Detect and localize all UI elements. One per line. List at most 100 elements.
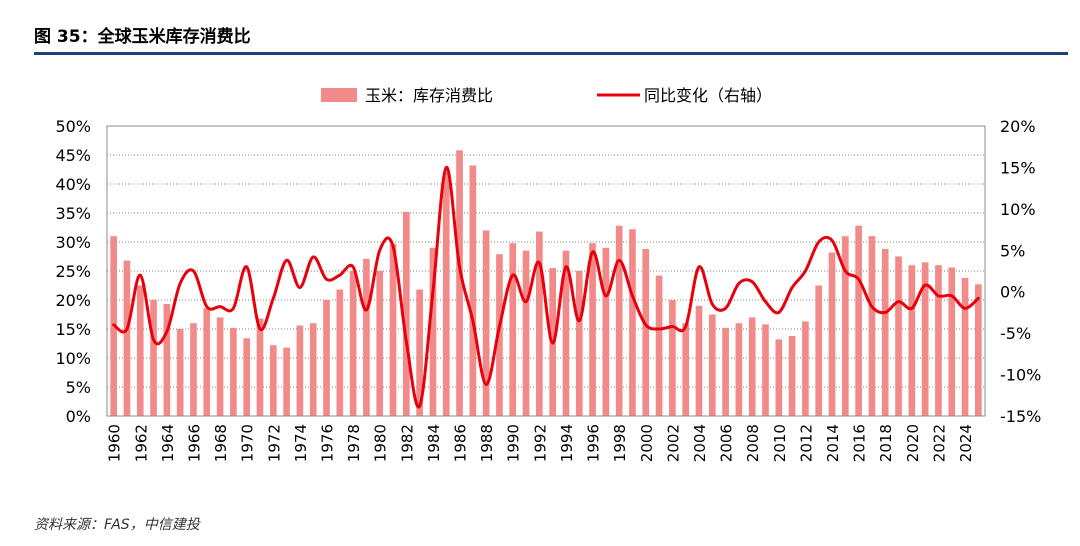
x-axis-tick-label: 2018	[877, 424, 895, 462]
x-axis-tick-label: 1976	[319, 424, 337, 462]
plot-frame	[106, 125, 986, 417]
bar-2004	[695, 305, 703, 416]
bar-1965	[176, 329, 184, 416]
bar-2020	[908, 265, 916, 416]
right-axis-tick-label: -15%	[1000, 407, 1041, 426]
left-axis-tick-label: 0%	[66, 407, 91, 426]
bar-1971	[256, 318, 264, 416]
legend: 玉米：库存消费比 同比变化（右轴）	[321, 86, 772, 105]
bar-1990	[509, 243, 517, 416]
x-axis-tick-label: 2020	[904, 424, 922, 462]
x-axis-tick-label: 2016	[851, 424, 869, 462]
bar-2007	[735, 323, 743, 416]
title-rule	[34, 52, 1068, 55]
bar-1982	[402, 211, 410, 416]
bar-2021	[921, 262, 929, 416]
x-axis-tick-label: 1978	[345, 424, 363, 462]
bar-2019	[895, 256, 902, 416]
bar-2009	[762, 324, 769, 416]
bar-2003	[682, 323, 690, 416]
legend-label-bar: 玉米：库存消费比	[365, 86, 493, 105]
bar-1986	[456, 150, 463, 417]
bar-1973	[283, 347, 290, 416]
legend-label-line: 同比变化（右轴）	[644, 86, 772, 105]
bar-1969	[230, 327, 237, 416]
line-series	[112, 165, 980, 409]
left-axis-tick-label: 45%	[55, 146, 91, 165]
bar-1991	[522, 250, 530, 416]
bar-1976	[323, 300, 330, 416]
left-axis-tick-label: 40%	[55, 175, 91, 194]
bar-1979	[363, 258, 370, 416]
right-axis-tick-label: -5%	[1000, 324, 1031, 343]
bar-1974	[296, 325, 304, 416]
right-axis-tick-label: 10%	[1000, 200, 1036, 219]
bar-1981	[389, 243, 397, 416]
bar-1994	[562, 250, 570, 416]
bar-1970	[243, 338, 251, 416]
x-axis-tick-label: 1970	[239, 424, 257, 462]
x-axis-tick-label: 1990	[505, 424, 523, 462]
x-axis-tick-label: 1988	[478, 424, 496, 462]
bar-2005	[708, 314, 716, 416]
bar-1961	[123, 260, 131, 416]
bar-2006	[722, 327, 729, 416]
x-axis-tick-label: 2022	[930, 424, 948, 462]
x-axis-tick-label: 1998	[611, 424, 629, 462]
right-axis-tick-label: 0%	[1000, 283, 1025, 302]
yoy-change-line	[112, 165, 980, 409]
x-axis-tick-label: 2012	[797, 424, 815, 462]
x-axis-tick-label: 1968	[212, 424, 230, 462]
left-axis-tick-label: 5%	[66, 378, 91, 397]
left-axis-tick-label: 35%	[55, 204, 91, 223]
bar-1967	[203, 308, 211, 416]
bar-1992	[536, 231, 543, 416]
right-axis-tick-label: 20%	[1000, 117, 1036, 136]
bar-1988	[482, 230, 490, 416]
x-axis-tick-label: 1960	[106, 424, 124, 462]
bar-1998	[615, 225, 623, 416]
figure-title: 图 35：全球玉米库存消费比	[34, 27, 251, 47]
bar-2001	[655, 275, 663, 416]
x-axis-tick-label: 1984	[425, 424, 443, 462]
bar-2014	[828, 252, 836, 416]
bar-2023	[948, 267, 956, 416]
left-axis-tick-label: 15%	[55, 320, 91, 339]
bar-1978	[349, 271, 357, 416]
left-axis-tick-label: 30%	[55, 233, 91, 252]
right-axis-tick-label: 5%	[1000, 241, 1025, 260]
x-axis-tick-label: 2002	[664, 424, 682, 462]
x-axis-tick-label: 1986	[452, 424, 470, 462]
legend-swatch-bar	[321, 88, 357, 102]
bar-1980	[376, 271, 384, 416]
bar-1972	[269, 345, 277, 416]
bar-1963	[150, 300, 157, 416]
bar-1996	[589, 243, 596, 416]
left-axis-tick-label: 10%	[55, 349, 91, 368]
bar-2013	[815, 285, 823, 416]
bar-2012	[802, 321, 809, 416]
x-axis-tick-label: 1992	[531, 424, 549, 462]
x-axis-tick-label: 1964	[159, 424, 177, 462]
bar-2016	[855, 225, 862, 416]
left-axis-tick-label: 25%	[55, 262, 91, 281]
left-axis-tick-label: 20%	[55, 291, 91, 310]
bar-1962	[136, 285, 144, 416]
bar-1984	[429, 247, 437, 416]
grid-layer	[107, 154, 985, 388]
bar-1966	[190, 323, 197, 416]
bar-1997	[602, 247, 610, 416]
x-axis-tick-label: 1996	[585, 424, 603, 462]
left-axis-tick-label: 50%	[55, 117, 91, 136]
bar-1968	[216, 317, 224, 416]
bar-2010	[775, 339, 783, 416]
bar-2008	[748, 317, 756, 416]
x-axis-tick-label: 2006	[718, 424, 736, 462]
x-axis-tick-label: 1994	[558, 424, 576, 462]
bar-2018	[881, 248, 889, 416]
bar-2011	[788, 335, 796, 416]
x-axis-tick-label: 1966	[185, 424, 203, 462]
x-axis-tick-label: 1974	[292, 424, 310, 462]
right-axis-tick-label: 15%	[1000, 158, 1036, 177]
